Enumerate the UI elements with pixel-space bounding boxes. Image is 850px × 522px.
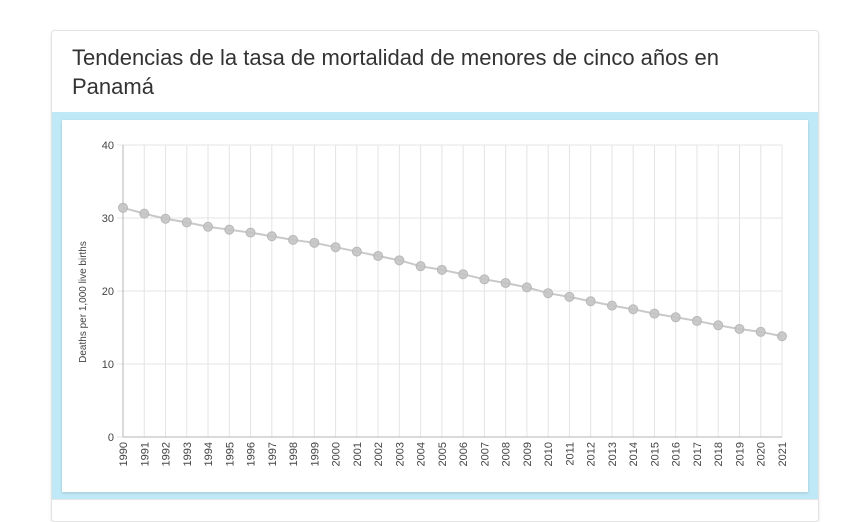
series-line — [122, 206, 783, 338]
x-tick-label: 1993 — [182, 442, 194, 466]
x-tick-label: 2009 — [522, 442, 534, 466]
data-point — [649, 308, 660, 319]
y-tick-label: 20 — [102, 286, 114, 298]
x-tick-label: 2005 — [437, 442, 449, 466]
card-footer-strip — [52, 499, 818, 521]
data-point — [755, 326, 766, 337]
x-tick-label: 2012 — [586, 442, 598, 466]
y-tick-label: 40 — [102, 140, 114, 152]
chart-card: Tendencias de la tasa de mortalidad de m… — [51, 30, 819, 522]
data-point — [373, 250, 384, 261]
data-point — [118, 202, 128, 213]
x-tick-label: 1996 — [246, 442, 258, 466]
x-tick-label: 2015 — [649, 442, 661, 466]
data-point — [564, 291, 575, 302]
x-tick-label: 2004 — [416, 442, 428, 466]
data-point — [628, 304, 639, 315]
data-point — [543, 288, 554, 299]
x-tick-label: 1994 — [203, 442, 215, 466]
x-tick-label: 2007 — [479, 442, 491, 466]
y-tick-label: 30 — [102, 213, 114, 225]
x-tick-label: 2014 — [628, 442, 640, 466]
x-tick-label: 2020 — [756, 442, 768, 466]
data-point — [160, 213, 171, 224]
data-point — [670, 312, 681, 323]
data-point — [139, 208, 150, 219]
x-tick-label: 2001 — [352, 442, 364, 466]
x-tick-label: 2010 — [543, 442, 555, 466]
chart-panel: 0 10 20 30 40 1990 1991 1992 1993 1994 1995 1996 199… — [62, 120, 808, 492]
data-point — [713, 320, 724, 331]
data-point — [500, 277, 511, 288]
data-point — [309, 237, 320, 248]
line-chart: 0 10 20 30 40 1990 1991 1992 1993 1994 1995 1996 199… — [78, 140, 789, 466]
data-point — [777, 331, 787, 342]
x-tick-label: 2016 — [671, 442, 683, 466]
x-tick-label: 1991 — [139, 442, 151, 466]
data-point — [436, 264, 447, 275]
data-point — [521, 282, 532, 293]
axes: 0 10 20 30 40 1990 1991 1992 1993 1994 1995 1996 199… — [102, 140, 789, 466]
x-tick-label: 1990 — [118, 442, 130, 466]
x-tick-label: 2002 — [373, 442, 385, 466]
x-tick-label: 1998 — [288, 442, 300, 466]
data-point — [394, 255, 405, 266]
y-axis-label: Deaths per 1,000 live births — [78, 241, 89, 363]
x-tick-label: 2003 — [394, 442, 406, 466]
data-point — [585, 296, 596, 307]
y-tick-label: 10 — [102, 359, 114, 371]
x-tick-label: 2008 — [501, 442, 513, 466]
y-tick-label: 0 — [108, 432, 114, 444]
data-point — [181, 217, 192, 228]
data-point — [266, 231, 277, 242]
x-tick-label: 2019 — [734, 442, 746, 466]
x-tick-label: 2013 — [607, 442, 619, 466]
card-header: Tendencias de la tasa de mortalidad de m… — [52, 31, 818, 113]
page-title: Tendencias de la tasa de mortalidad de m… — [72, 45, 719, 99]
data-point — [351, 246, 362, 257]
data-point — [245, 227, 256, 238]
x-tick-label: 2000 — [331, 442, 343, 466]
x-tick-label: 1995 — [224, 442, 236, 466]
x-tick-label: 1997 — [267, 442, 279, 466]
grid — [117, 144, 783, 438]
data-point — [203, 221, 214, 232]
data-point — [415, 261, 426, 272]
data-point — [691, 315, 702, 326]
x-tick-label: 2006 — [458, 442, 470, 466]
data-point — [330, 242, 341, 253]
data-point — [288, 234, 299, 245]
chart-band: 0 10 20 30 40 1990 1991 1992 1993 1994 1995 1996 199… — [52, 112, 818, 499]
series — [118, 202, 787, 342]
x-tick-label: 1992 — [161, 442, 173, 466]
data-point — [224, 224, 235, 235]
data-point — [458, 269, 469, 280]
x-tick-label: 2018 — [713, 442, 725, 466]
data-point — [479, 274, 490, 285]
data-point — [734, 323, 745, 334]
x-tick-label: 2017 — [692, 442, 704, 466]
data-point — [606, 300, 617, 311]
x-tick-label: 2011 — [564, 442, 576, 466]
x-tick-label: 2021 — [777, 442, 789, 466]
x-tick-label: 1999 — [309, 442, 321, 466]
